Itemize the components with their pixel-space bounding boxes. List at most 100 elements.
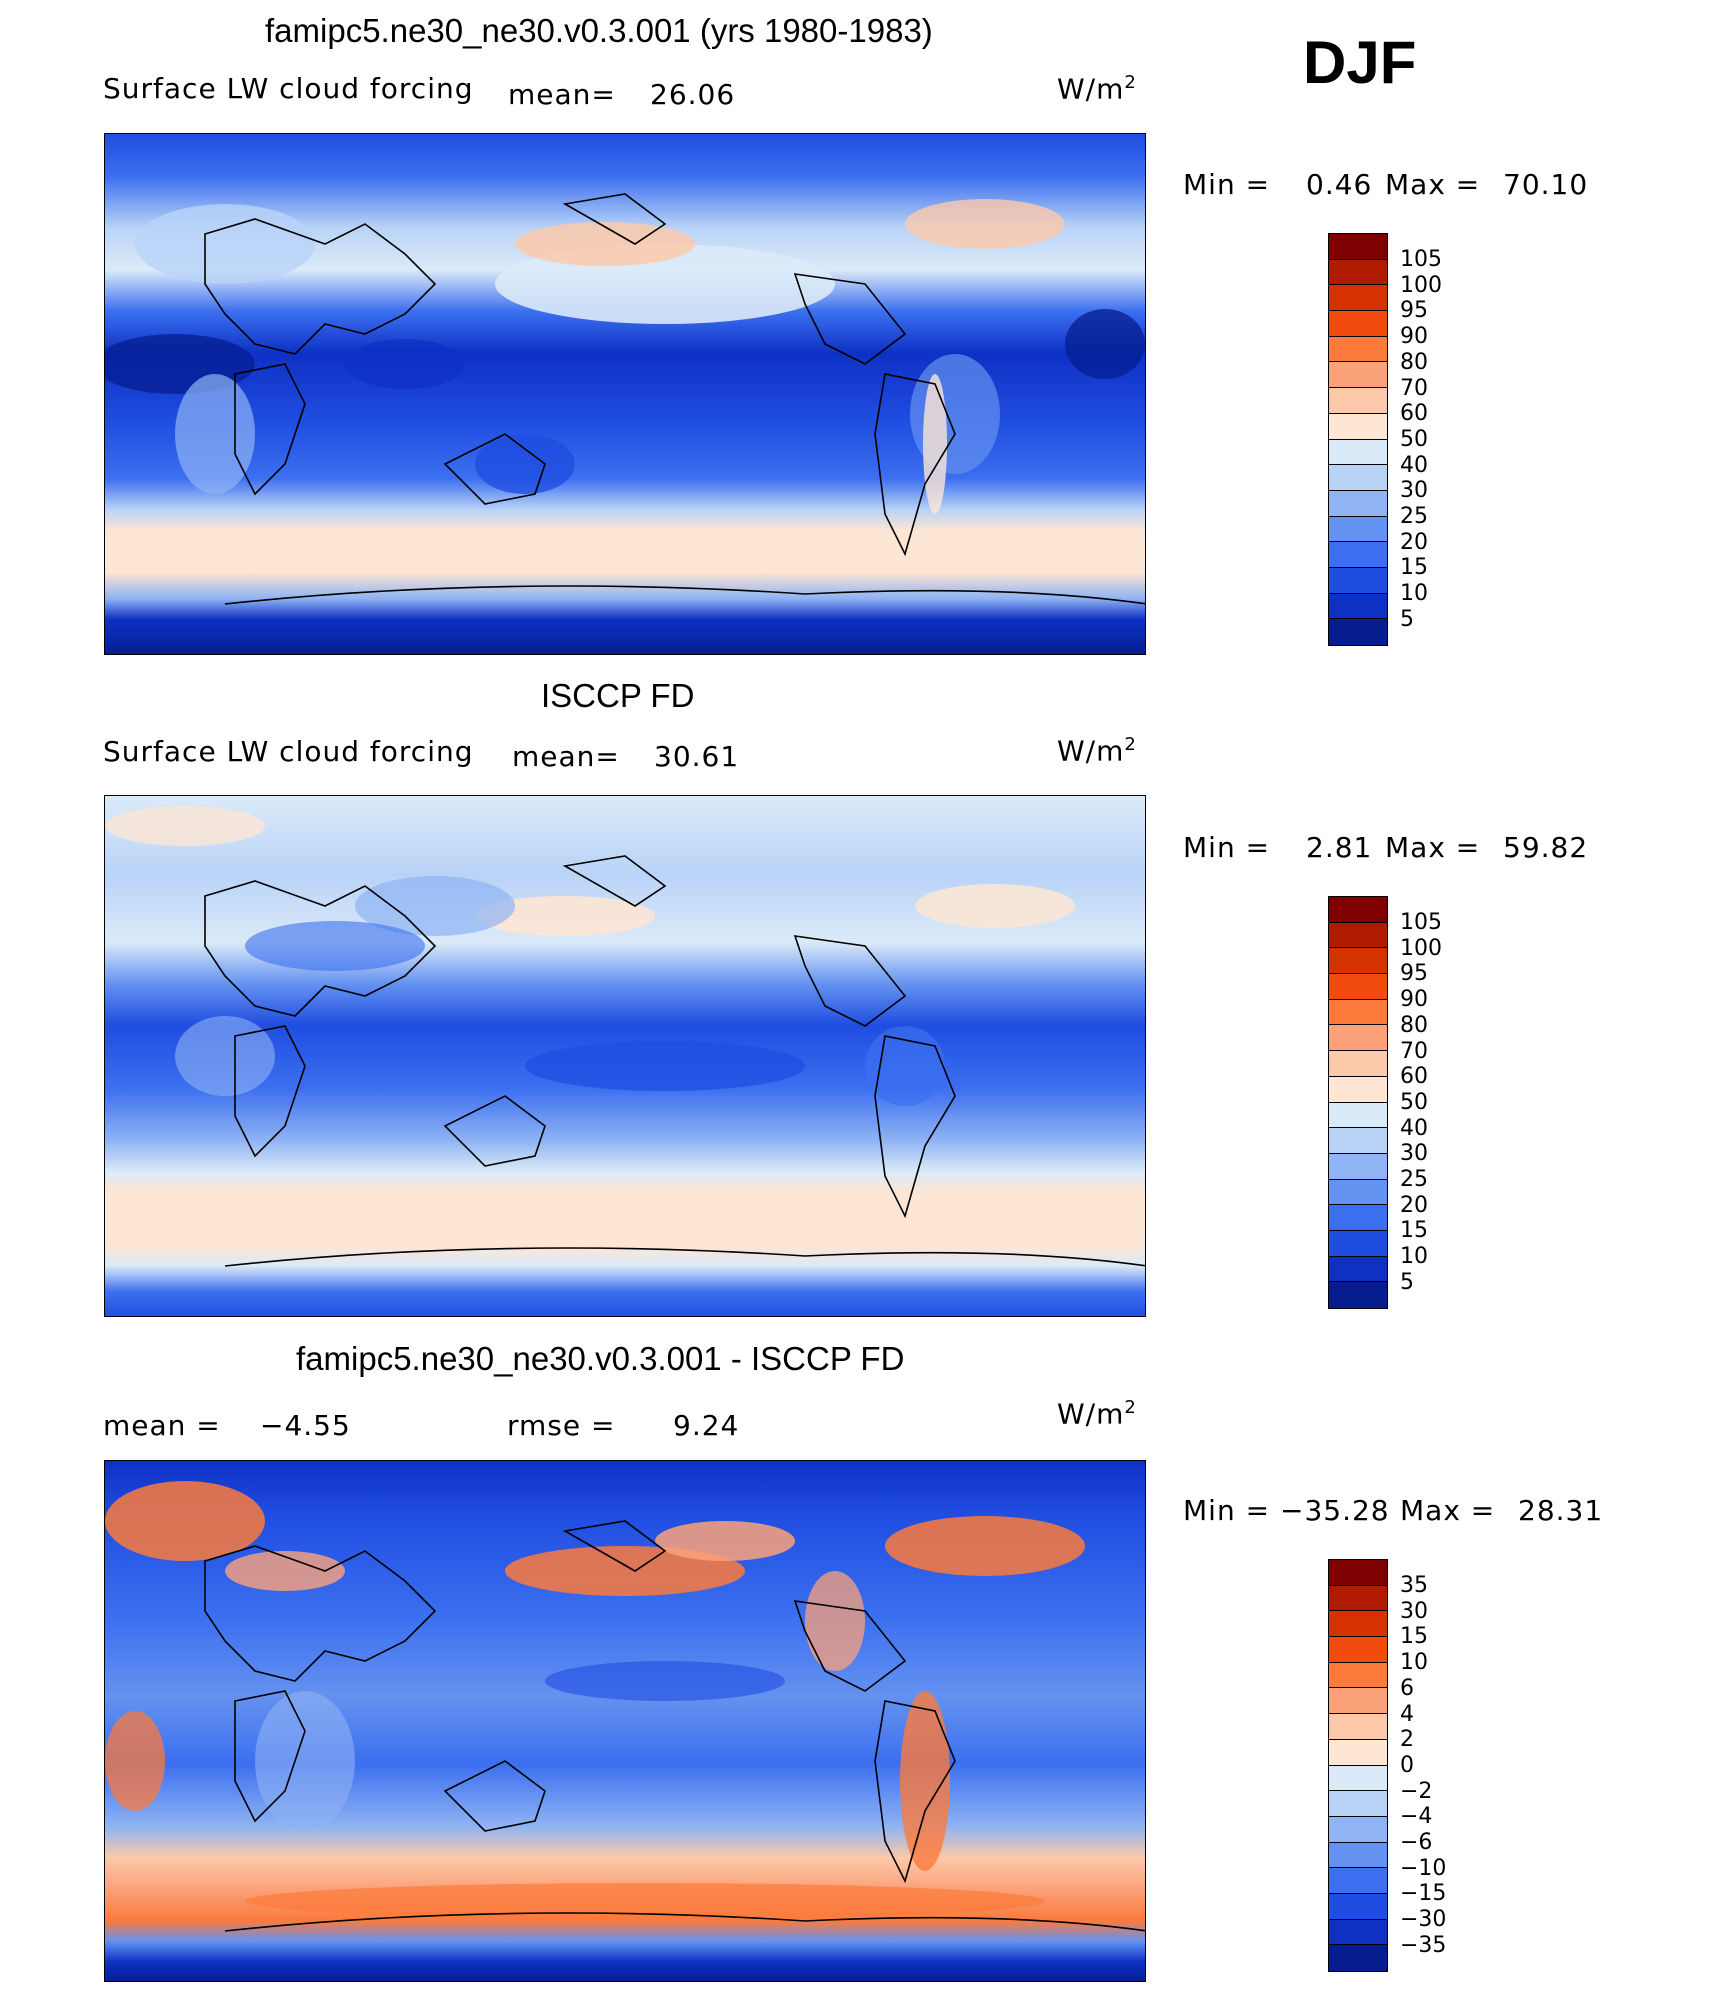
colorbar-segment xyxy=(1329,1153,1387,1180)
panel1-min-value: 0.46 xyxy=(1306,168,1373,201)
colorbar-level-label: −15 xyxy=(1400,1881,1447,1907)
colorbar-segment xyxy=(1329,1945,1387,1971)
panel3-rmse-label: rmse = xyxy=(507,1409,616,1442)
colorbar-segment xyxy=(1329,439,1387,466)
panel3-colorbar xyxy=(1328,1559,1388,1972)
colorbar-level-label: 90 xyxy=(1400,324,1428,350)
colorbar-level-label: 40 xyxy=(1400,1115,1428,1141)
colorbar-level-label: 80 xyxy=(1400,349,1428,375)
colorbar-segment xyxy=(1329,490,1387,517)
colorbar-level-label: −6 xyxy=(1400,1830,1433,1856)
colorbar-segment xyxy=(1329,1230,1387,1257)
colorbar-segment xyxy=(1329,465,1387,491)
colorbar-level-label: −10 xyxy=(1400,1855,1447,1881)
colorbar-level-label: 100 xyxy=(1400,272,1442,298)
colorbar-segment xyxy=(1329,999,1387,1026)
colorbar-segment xyxy=(1329,1076,1387,1103)
colorbar-level-label: 0 xyxy=(1400,1752,1414,1778)
colorbar-level-label: 10 xyxy=(1400,581,1428,607)
colorbar-segment xyxy=(1329,234,1387,260)
colorbar-level-label: 60 xyxy=(1400,1064,1428,1090)
colorbar-level-label: 25 xyxy=(1400,504,1428,530)
panel3-map xyxy=(104,1460,1146,1982)
colorbar-level-label: −4 xyxy=(1400,1804,1433,1830)
colorbar-segment xyxy=(1329,593,1387,620)
colorbar-level-label: 5 xyxy=(1400,1269,1414,1295)
panel1-colorbar-labels: 105 100 95 90 80 70 60 50 40 30 25 20 15 10 5 xyxy=(1400,247,1442,633)
panel2-map xyxy=(104,795,1146,1317)
colorbar-segment xyxy=(1329,567,1387,594)
colorbar-segment xyxy=(1329,1102,1387,1129)
panel2-colorbar xyxy=(1328,896,1388,1309)
season-label: DJF xyxy=(1303,29,1417,96)
colorbar-segment xyxy=(1329,285,1387,312)
colorbar-segment xyxy=(1329,1842,1387,1869)
panel3-max-label: Max = xyxy=(1400,1494,1496,1527)
colorbar-segment xyxy=(1329,1282,1387,1308)
colorbar-level-label: 2 xyxy=(1400,1727,1414,1753)
panel1-min-label: Min = xyxy=(1183,168,1271,201)
panel2-mean-value: 30.61 xyxy=(654,740,740,773)
colorbar-level-label: 50 xyxy=(1400,426,1428,452)
panel1-subtitle: Surface LW cloud forcing xyxy=(103,72,474,105)
colorbar-segment xyxy=(1329,1025,1387,1052)
colorbar-level-label: 15 xyxy=(1400,1218,1428,1244)
panel2-title: ISCCP FD xyxy=(541,677,695,714)
colorbar-level-label: 10 xyxy=(1400,1244,1428,1270)
colorbar-level-label: 5 xyxy=(1400,606,1414,632)
panel2-units: W/m2 xyxy=(1057,734,1137,768)
colorbar-segment xyxy=(1329,542,1387,568)
panel1-map-field xyxy=(105,134,1145,654)
panel1-map xyxy=(104,133,1146,655)
colorbar-segment xyxy=(1329,1919,1387,1946)
colorbar-segment xyxy=(1329,1893,1387,1920)
colorbar-level-label: 40 xyxy=(1400,452,1428,478)
colorbar-segment xyxy=(1329,1637,1387,1663)
colorbar-segment xyxy=(1329,1585,1387,1612)
colorbar-level-label: 15 xyxy=(1400,1624,1428,1650)
colorbar-segment xyxy=(1329,388,1387,414)
panel3-min-label: Min = xyxy=(1183,1494,1271,1527)
colorbar-level-label: 100 xyxy=(1400,935,1442,961)
colorbar-level-label: 90 xyxy=(1400,987,1428,1013)
panel3-mean-value: −4.55 xyxy=(260,1409,351,1442)
colorbar-segment xyxy=(1329,897,1387,923)
colorbar-segment xyxy=(1329,922,1387,949)
colorbar-level-label: 80 xyxy=(1400,1012,1428,1038)
colorbar-level-label: −2 xyxy=(1400,1778,1433,1804)
colorbar-level-label: 25 xyxy=(1400,1167,1428,1193)
colorbar-segment xyxy=(1329,1128,1387,1154)
colorbar-segment xyxy=(1329,362,1387,389)
panel2-max-value: 59.82 xyxy=(1503,831,1589,864)
colorbar-level-label: 50 xyxy=(1400,1089,1428,1115)
colorbar-segment xyxy=(1329,619,1387,645)
panel2-min-label: Min = xyxy=(1183,831,1271,864)
colorbar-level-label: 6 xyxy=(1400,1675,1414,1701)
panel2-subtitle: Surface LW cloud forcing xyxy=(103,735,474,768)
colorbar-level-label: 105 xyxy=(1400,247,1442,272)
panel1-max-label: Max = xyxy=(1385,168,1481,201)
colorbar-level-label: 20 xyxy=(1400,529,1428,555)
panel2-min-value: 2.81 xyxy=(1306,831,1373,864)
colorbar-level-label: 70 xyxy=(1400,375,1428,401)
panel1-mean-label: mean= xyxy=(508,78,616,111)
colorbar-segment xyxy=(1329,1739,1387,1766)
panel1-mean-value: 26.06 xyxy=(650,78,736,111)
colorbar-level-label: 70 xyxy=(1400,1038,1428,1064)
colorbar-segment xyxy=(1329,1179,1387,1206)
panel3-units: W/m2 xyxy=(1057,1397,1137,1431)
panel1-title: famipc5.ne30_ne30.v0.3.001 (yrs 1980-198… xyxy=(265,12,933,49)
colorbar-segment xyxy=(1329,1868,1387,1894)
colorbar-segment xyxy=(1329,974,1387,1000)
colorbar-level-label: 30 xyxy=(1400,478,1428,504)
colorbar-level-label: 95 xyxy=(1400,298,1428,324)
panel2-colorbar-labels: 105 100 95 90 80 70 60 50 40 30 25 20 15 10 5 xyxy=(1400,910,1442,1296)
panel3-rmse-value: 9.24 xyxy=(673,1409,740,1442)
panel3-min-value: −35.28 xyxy=(1280,1494,1390,1527)
colorbar-level-label: 105 xyxy=(1400,910,1442,935)
colorbar-segment xyxy=(1329,336,1387,363)
colorbar-segment xyxy=(1329,311,1387,337)
panel1-max-value: 70.10 xyxy=(1503,168,1589,201)
colorbar-segment xyxy=(1329,1816,1387,1843)
colorbar-segment xyxy=(1329,1256,1387,1283)
